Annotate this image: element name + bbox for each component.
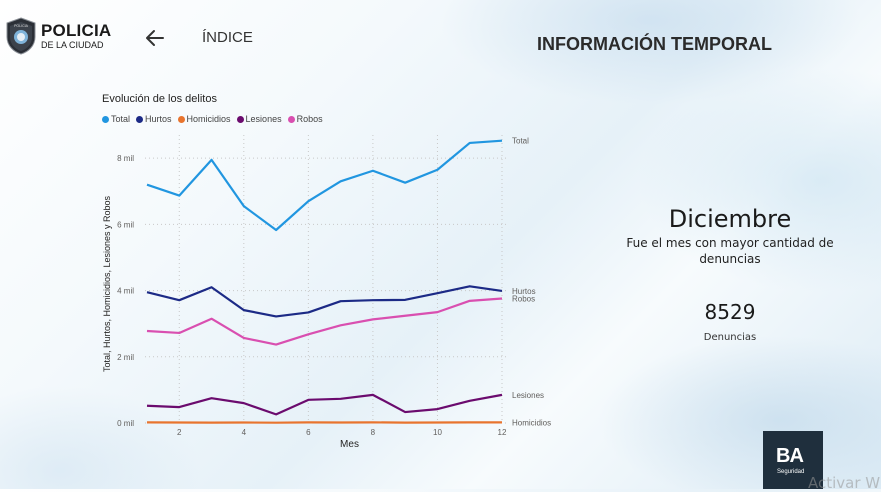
x-axis-label: Mes [340,439,359,450]
end-label-homicidios: Homicidios [512,418,551,427]
series-line-total[interactable] [147,141,502,230]
end-label-total: Total [512,137,529,146]
end-label-robos: Robos [512,295,535,304]
x-tick-label: 4 [242,428,247,437]
y-tick-label: 4 mil [117,287,134,296]
end-label-lesiones: Lesiones [512,391,544,400]
ba-mark: BA [776,445,803,468]
x-tick-label: 12 [498,428,507,437]
x-tick-label: 2 [177,428,182,437]
activation-watermark: Activar W [808,474,880,492]
x-tick-label: 8 [371,428,376,437]
series-line-hurtos[interactable] [147,286,502,316]
x-tick-label: 10 [433,428,442,437]
kpi-value: 8529 [620,300,840,324]
y-tick-label: 6 mil [117,220,134,229]
peak-month-card: Diciembre Fue el mes con mayor cantidad … [620,205,840,267]
y-axis-label: Total, Hurtos, Homicidios, Lesiones y Ro… [102,195,112,372]
peak-month-description: Fue el mes con mayor cantidad de denunci… [620,235,840,267]
y-tick-label: 8 mil [117,154,134,163]
peak-month: Diciembre [620,205,840,233]
series-line-robos[interactable] [147,299,502,345]
x-tick-label: 6 [306,428,311,437]
ba-subtitle: Seguridad [777,469,804,475]
y-tick-label: 2 mil [117,353,134,362]
y-tick-label: 0 mil [117,419,134,428]
series-line-lesiones[interactable] [147,395,502,415]
kpi-label: Denuncias [620,332,840,343]
